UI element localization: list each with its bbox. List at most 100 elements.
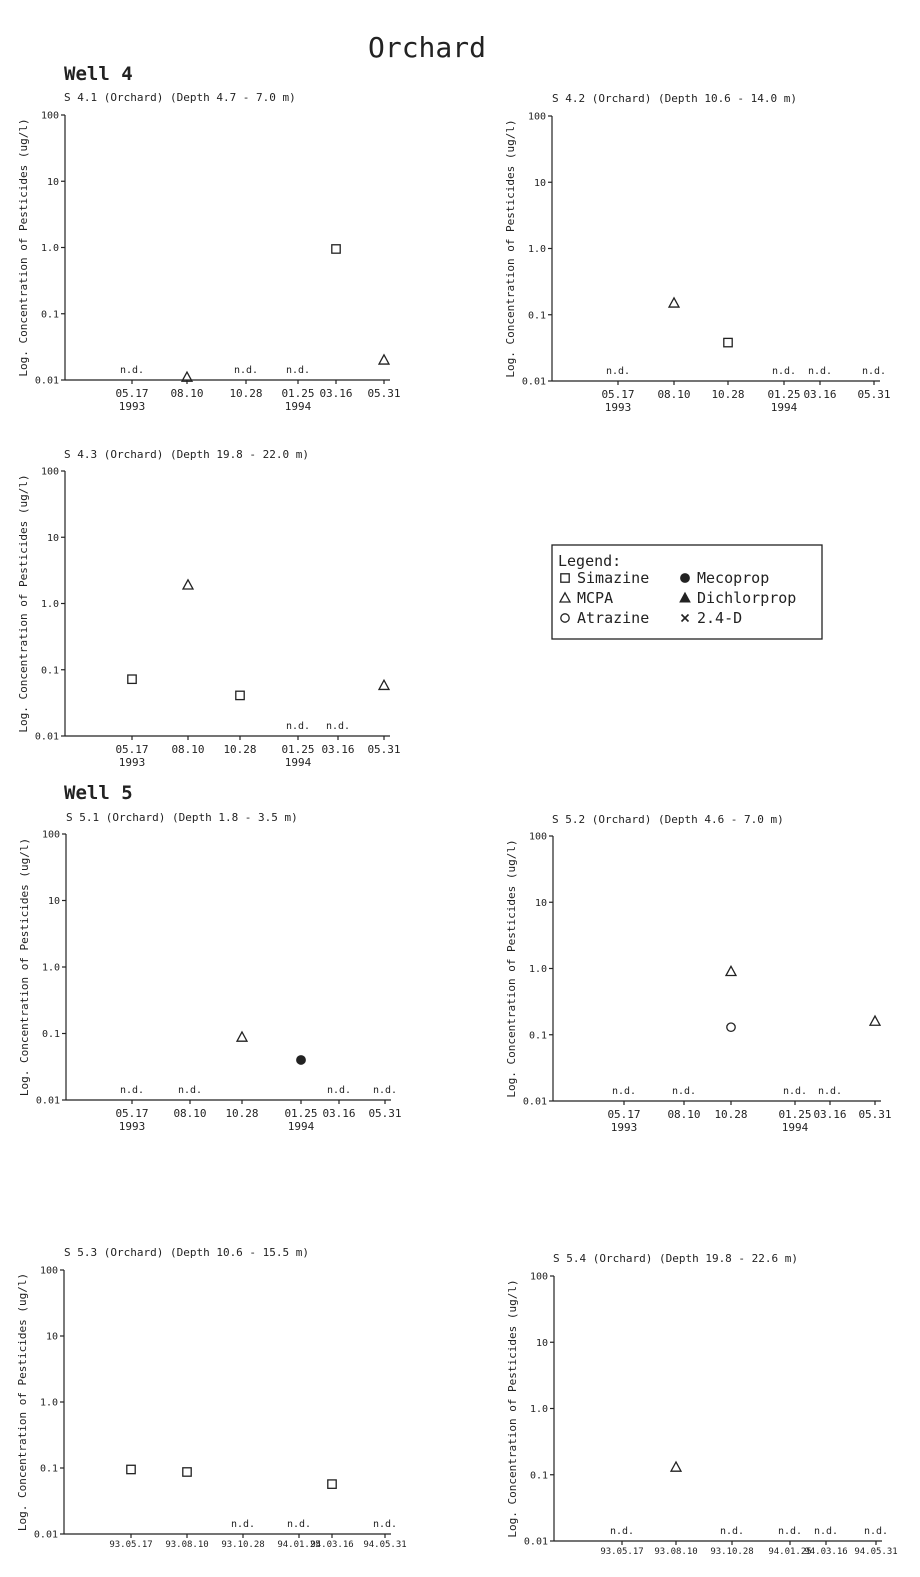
x-tick-label: 10.28 — [711, 388, 744, 401]
not-detected-label: n.d. — [373, 1519, 397, 1530]
x-tick-label: 03.16 — [813, 1108, 846, 1121]
x-tick-label: 05.17 — [115, 387, 148, 400]
data-point-simazine — [331, 244, 341, 254]
x-tick-label: 10.28 — [714, 1108, 747, 1121]
x-tick-label: 03.16 — [319, 387, 352, 400]
y-axis-label: Log. Concentration of Pesticides (ug/l) — [504, 119, 517, 377]
y-tick-label: 1.0 — [528, 244, 546, 255]
x-year-label: 1993 — [611, 1121, 638, 1134]
y-tick-label: 10 — [536, 1338, 548, 1349]
data-point-simazine — [182, 1467, 192, 1477]
x-year-label: 1994 — [285, 756, 312, 769]
figure-title: Orchard — [368, 31, 486, 64]
x-year-label: 1994 — [771, 401, 798, 414]
chart-panel-5: S 5.2 (Orchard) (Depth 4.6 - 7.0 m) 100 10… — [505, 813, 892, 1134]
x-tick-label: 05.17 — [601, 388, 634, 401]
y-tick-label: 0.01 — [524, 1537, 548, 1548]
panel-title: S 4.2 (Orchard) (Depth 10.6 - 14.0 m) — [552, 92, 797, 105]
y-tick-label: 10 — [47, 533, 59, 544]
y-tick-label: 100 — [41, 467, 59, 478]
not-detected-label: n.d. — [808, 366, 832, 377]
x-year-label: 1993 — [119, 756, 146, 769]
y-tick-label: 0.01 — [523, 1097, 547, 1108]
panel-title: S 5.1 (Orchard) (Depth 1.8 - 3.5 m) — [66, 811, 298, 824]
x-year-label: 1993 — [119, 400, 146, 413]
legend-label-mecoprop: Mecoprop — [697, 569, 769, 587]
y-tick-label: 1.0 — [41, 599, 59, 610]
section-label-well-5: Well 5 — [64, 782, 133, 804]
not-detected-label: n.d. — [864, 1526, 888, 1537]
x-tick-label: 93.10.28 — [710, 1547, 753, 1557]
y-tick-label: 0.01 — [35, 376, 59, 387]
chart-panel-1: S 4.1 (Orchard) (Depth 4.7 - 7.0 m) 100 10… — [17, 91, 401, 413]
x-tick-label: 03.16 — [321, 743, 354, 756]
x-tick-label: 93.08.10 — [654, 1547, 697, 1557]
y-tick-label: 10 — [47, 177, 59, 188]
data-point-mcpa — [724, 964, 738, 977]
chart-panel-6: S 5.3 (Orchard) (Depth 10.6 - 15.5 m) 10 0… — [16, 1246, 407, 1550]
data-point-simazine — [235, 690, 245, 701]
y-tick-label: 10 — [46, 1332, 58, 1343]
chart-panel-4: S 5.1 (Orchard) (Depth 1.8 - 3.5 m) 100 10… — [18, 811, 402, 1133]
not-detected-label: n.d. — [326, 721, 350, 732]
x-tick-label: 05.17 — [115, 743, 148, 756]
x-tick-label: 05.17 — [115, 1107, 148, 1120]
x-tick-label: 01.25 — [284, 1107, 317, 1120]
y-axis-label: Log. Concentration of Pesticides (ug/l) — [505, 839, 518, 1097]
y-tick-label: 1.0 — [42, 963, 60, 974]
y-axis-label: Log. Concentration of Pesticides (ug/l) — [17, 118, 30, 376]
not-detected-label: n.d. — [327, 1085, 351, 1096]
chart-panel-2: S 4.2 (Orchard) (Depth 10.6 - 14.0 m)100… — [504, 92, 891, 414]
legend-marker-mecoprop — [680, 573, 690, 583]
y-tick-label: 0.1 — [41, 665, 59, 676]
x-tick-label: 03.16 — [322, 1107, 355, 1120]
not-detected-label: n.d. — [672, 1086, 696, 1097]
not-detected-label: n.d. — [178, 1085, 202, 1096]
y-axis-label: Log. Concentration of Pesticides (ug/l) — [16, 1273, 29, 1531]
x-year-label: 1994 — [782, 1121, 809, 1134]
x-tick-label: 03.16 — [803, 388, 836, 401]
x-tick-label: 01.25 — [281, 743, 314, 756]
data-point-simazine — [327, 1479, 337, 1489]
x-tick-label: 94.03.16 — [804, 1547, 847, 1557]
panel-title: S 5.3 (Orchard) (Depth 10.6 - 15.5 m) — [64, 1246, 309, 1259]
data-point-mcpa — [180, 370, 194, 382]
x-tick-label: 08.10 — [170, 387, 203, 400]
legend-label-atrazine: Atrazine — [577, 609, 649, 627]
x-tick-label: 01.25 — [778, 1108, 811, 1121]
x-tick-label: 08.10 — [173, 1107, 206, 1120]
x-tick-label: 93.05.17 — [600, 1547, 643, 1557]
x-tick-label: 01.25 — [281, 387, 314, 400]
panel-title: S 4.1 (Orchard) (Depth 4.7 - 7.0 m) — [64, 91, 296, 104]
y-tick-label: 0.1 — [41, 309, 59, 320]
x-tick-label: 94.01.25 — [768, 1547, 811, 1557]
panel-title: S 5.2 (Orchard) (Depth 4.6 - 7.0 m) — [552, 813, 784, 826]
not-detected-label: n.d. — [783, 1086, 807, 1097]
x-tick-label: 08.10 — [657, 388, 690, 401]
not-detected-label: n.d. — [231, 1519, 255, 1530]
y-tick-label: 1.0 — [530, 1404, 548, 1415]
x-year-label: 1993 — [605, 401, 632, 414]
section-label-well-4: Well 4 — [64, 63, 133, 85]
chart-panel-7: S 5.4 (Orchard) (Depth 19.8 - 22.6 m)100… — [506, 1252, 898, 1557]
y-tick-label: 1.0 — [40, 1398, 58, 1409]
data-point-mcpa — [669, 1460, 683, 1472]
x-tick-label: 05.31 — [368, 1107, 401, 1120]
legend-title: Legend: — [558, 552, 621, 570]
legend-box — [551, 544, 823, 640]
not-detected-label: n.d. — [862, 366, 886, 377]
legend-label-mcpa: MCPA — [577, 589, 613, 607]
legend-label-dichlorprop: Dichlorprop — [697, 589, 796, 607]
data-point-mcpa — [377, 353, 391, 365]
legend-marker-mcpa — [558, 591, 572, 603]
y-tick-label: 0.01 — [34, 1530, 58, 1541]
not-detected-label: n.d. — [818, 1086, 842, 1097]
x-tick-label: 01.25 — [767, 388, 800, 401]
panel-title: S 4.3 (Orchard) (Depth 19.8 - 22.0 m) — [64, 448, 309, 461]
y-tick-label: 0.01 — [36, 1096, 60, 1107]
data-point-simazine — [127, 674, 137, 685]
x-tick-label: 93.10.28 — [221, 1540, 264, 1550]
data-point-atrazine — [726, 1022, 736, 1033]
legend-label-2-4-d: 2.4-D — [697, 609, 742, 627]
not-detected-label: n.d. — [606, 366, 630, 377]
